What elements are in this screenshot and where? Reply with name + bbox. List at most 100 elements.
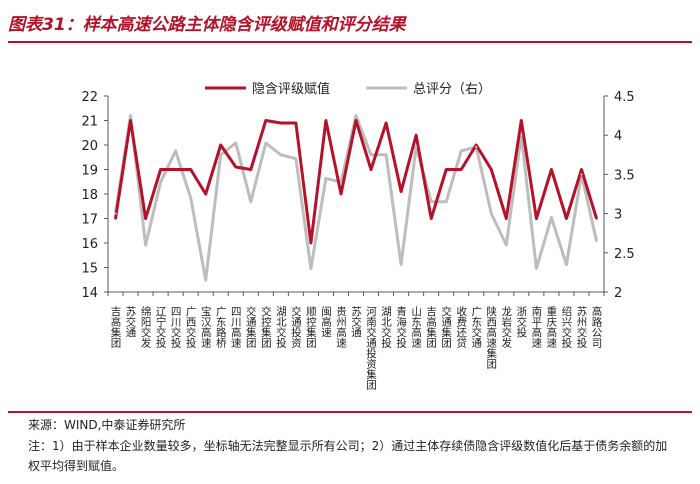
y-right-tick-label: 3 [614, 208, 622, 223]
x-tick-label: 闽高速 [320, 305, 332, 337]
x-tick-label: 收费还贷 [455, 305, 467, 349]
score-point [414, 145, 418, 149]
x-tick-label: 辽宁交投 [155, 306, 167, 349]
score-point [535, 267, 538, 270]
rating-point [535, 217, 538, 220]
x-tick-label: 广西交投 [185, 306, 197, 349]
rating-point [159, 168, 162, 171]
x-tick-label: 吉高集团 [110, 306, 122, 349]
score-point [309, 267, 313, 270]
score-point [520, 134, 523, 137]
rating-point [369, 168, 373, 171]
score-point [249, 200, 252, 204]
note-text: 注：1）由于样本企业数量较多，坐标轴无法完整显示所有公司；2）通过主体存续债隐含… [28, 439, 668, 473]
x-tick-label: 南平高速 [530, 305, 542, 348]
score-point [204, 279, 207, 282]
rating-point [444, 168, 448, 171]
x-tick-label: 高路公司 [590, 305, 602, 348]
x-tick-label: 吉高集团 [425, 306, 437, 349]
score-point [159, 181, 162, 184]
x-tick-label: 重庆高速 [545, 305, 557, 348]
score-point [444, 200, 448, 204]
x-tick-label: 宝汉高速 [200, 305, 212, 348]
score-point [580, 173, 583, 176]
legend-label-rating: 隐含评级赋值 [252, 81, 330, 97]
score-point [264, 141, 268, 145]
rating-point [174, 168, 177, 171]
x-tick-label: 陕西高速集团 [485, 305, 497, 370]
y-left-tick-label: 22 [81, 90, 98, 105]
score-point [189, 196, 192, 200]
y-left-tick-label: 17 [81, 213, 98, 228]
y-left-tick-label: 18 [81, 188, 98, 203]
score-point [399, 263, 403, 266]
score-point [354, 114, 358, 117]
score-point [129, 114, 132, 117]
score-point [324, 177, 328, 180]
rating-point [339, 192, 343, 196]
x-tick-label: 龙岩交发 [500, 305, 512, 349]
x-tick-label: 山东高速 [410, 306, 422, 348]
score-point [550, 216, 553, 219]
rating-point [129, 119, 132, 122]
rating-point [490, 168, 493, 171]
score-point [475, 145, 478, 149]
score-point [279, 153, 283, 156]
rating-point [249, 168, 252, 171]
rating-point [204, 192, 207, 196]
rating-point [414, 134, 418, 137]
rating-point [114, 217, 117, 220]
y-right-tick-label: 4 [614, 129, 622, 144]
score-point [144, 243, 147, 247]
rating-point [399, 190, 403, 193]
title-rule [8, 41, 692, 43]
rating-point [189, 168, 192, 171]
series-line-implied-rating [114, 119, 598, 245]
y-left-tick-label: 14 [81, 286, 98, 301]
x-tick-label: 交通集团 [440, 305, 452, 349]
score-point [490, 212, 493, 215]
x-tick-label: 湖北交投 [275, 306, 287, 349]
rating-point [580, 168, 583, 171]
x-tick-label: 绍兴交投 [560, 305, 572, 349]
y-right-tick-label: 3.5 [614, 168, 635, 183]
y-right-tick-label: 2.5 [614, 247, 635, 262]
score-point [294, 157, 298, 160]
rating-point [460, 168, 463, 171]
rating-point [384, 121, 388, 125]
x-tick-label: 顺控集团 [305, 306, 317, 349]
y-left-tick-label: 21 [81, 115, 98, 130]
rating-point [550, 168, 553, 171]
x-tick-label: 苏州交投 [575, 305, 587, 349]
score-point [565, 263, 568, 266]
x-tick-label: 广东路桥 [215, 306, 227, 349]
score-point [369, 153, 373, 156]
legend-label-score: 总评分（右） [413, 82, 491, 97]
score-point [219, 153, 222, 156]
x-tick-label: 湖北交投 [380, 306, 392, 349]
score-point [114, 212, 117, 215]
rating-point [279, 121, 283, 125]
rating-point [294, 121, 298, 125]
chart-title: 图表31：样本高速公路主体隐含评级赋值和评分结果 [8, 15, 406, 35]
rating-point [324, 119, 328, 122]
x-tick-label: 四川高速 [230, 306, 242, 348]
x-tick-label: 广东交通 [470, 306, 482, 348]
x-tick-label: 绵阳交发 [140, 305, 152, 349]
score-point [174, 149, 177, 153]
y-left-tick-label: 19 [81, 164, 98, 179]
rating-point [234, 165, 237, 169]
rating-point [520, 119, 523, 122]
score-point [595, 239, 598, 243]
y-right-tick-label: 2 [614, 286, 622, 301]
x-tick-label: 浙交投 [515, 306, 527, 338]
x-tick-label: 交通集团 [245, 305, 257, 349]
x-tick-label: 贵州高速 [335, 305, 347, 348]
score-point [339, 181, 343, 184]
y-right-tick-label: 4.5 [614, 90, 635, 105]
rating-point [429, 217, 433, 220]
rating-point [505, 217, 508, 220]
x-tick-label: 苏交通 [350, 305, 362, 337]
rating-point [354, 119, 358, 122]
